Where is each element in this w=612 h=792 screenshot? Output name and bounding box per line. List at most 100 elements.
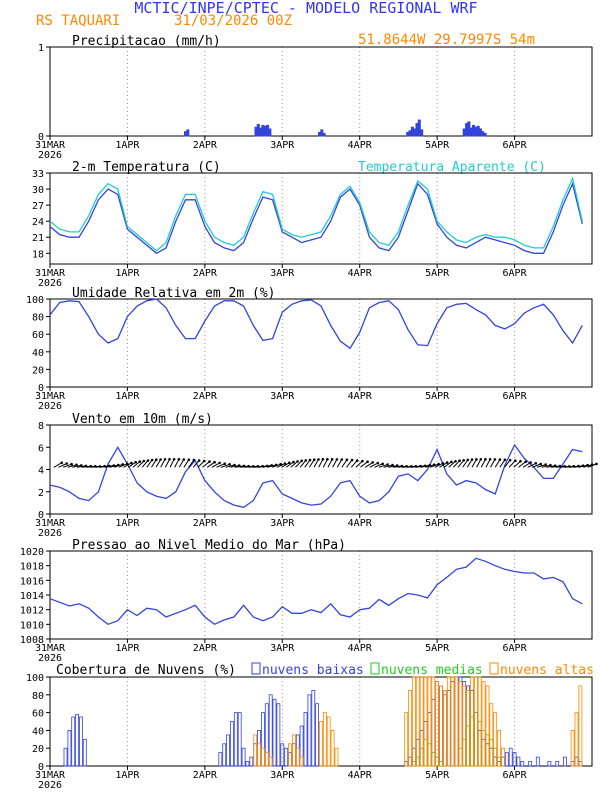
wind-barb-head	[168, 458, 171, 461]
bar-nuvens-baixas	[280, 743, 285, 767]
bar-nuvens-altas	[462, 685, 467, 767]
x-tick-label: 6APR	[503, 643, 528, 654]
bar-nuvens-medias	[462, 738, 467, 767]
x-tick-label: 3APR	[270, 391, 295, 402]
wind-barb	[67, 464, 77, 468]
wind-barb	[281, 462, 290, 468]
wind-barb	[216, 463, 225, 468]
bar-nuvens-altas	[481, 681, 486, 767]
wind-barb	[574, 465, 584, 468]
bar-nuvens-baixas	[67, 730, 72, 767]
wind-barb	[388, 465, 398, 468]
x-tick-label: 3APR	[270, 770, 295, 781]
wind-barb-head	[288, 461, 291, 465]
y-tick-label: 100	[26, 673, 44, 684]
bar-nuvens-baixas	[473, 712, 478, 767]
bar-nuvens-baixas	[497, 761, 502, 767]
series-line-temperatura-aparente	[49, 176, 583, 252]
wind-barb	[146, 459, 153, 468]
bar-precip	[186, 129, 190, 137]
bar-nuvens-baixas	[75, 714, 79, 767]
wind-barb	[127, 461, 136, 468]
wind-barb	[439, 462, 448, 468]
bar-nuvens-medias	[415, 756, 420, 767]
bar-nuvens-altas	[322, 712, 327, 767]
bar-nuvens-baixas	[71, 716, 76, 767]
wind-barb	[109, 464, 119, 468]
bar-precip	[481, 131, 485, 137]
plot-frame	[49, 424, 593, 515]
wind-barb	[220, 463, 230, 468]
bar-nuvens-altas	[268, 756, 273, 767]
x-tick-label: 3APR	[270, 268, 295, 279]
bar-nuvens-baixas	[299, 725, 304, 767]
x-tick-label: 6APR	[503, 140, 528, 151]
wind-barb-head	[466, 458, 470, 462]
temp-title: 2-m Temperatura (C)	[72, 160, 221, 175]
wind-barb	[476, 459, 482, 468]
wind-barb-head	[391, 463, 394, 467]
wind-barb	[151, 459, 157, 468]
bar-nuvens-medias	[431, 752, 436, 767]
wind-barb-head	[595, 462, 598, 466]
x-tick-label: 5APR	[425, 518, 450, 529]
x-tick-label: 6APR	[503, 518, 528, 529]
wind-barb	[429, 463, 439, 468]
wind-barb	[267, 464, 277, 468]
bar-nuvens-baixas	[233, 712, 238, 767]
wind-barb	[416, 465, 426, 468]
wind-barb-head	[475, 458, 478, 461]
bar-precip	[266, 124, 270, 137]
bar-nuvens-altas	[260, 747, 265, 767]
x-tick-label: 5APR	[425, 770, 450, 781]
wind-barb	[211, 462, 220, 468]
y-tick-label: 40	[32, 348, 44, 359]
bar-precip	[471, 124, 475, 137]
bar-nuvens-altas	[431, 676, 436, 767]
bar-nuvens-baixas	[249, 756, 254, 767]
bar-precip	[420, 129, 424, 137]
wind-barb	[262, 464, 272, 468]
y-tick-label: 1010	[20, 620, 44, 631]
legend-mid-swatch	[370, 662, 380, 675]
bar-nuvens-baixas	[288, 752, 292, 767]
x-tick-label: 5APR	[425, 391, 450, 402]
plot-frame	[49, 550, 593, 640]
x-tick-label: 2APR	[193, 268, 218, 279]
wind-barb-head	[326, 458, 329, 461]
wind-barb	[448, 460, 456, 468]
x-tick-label: 4APR	[348, 643, 373, 654]
wind-barb	[346, 459, 353, 468]
bar-precip	[483, 132, 487, 137]
bar-nuvens-baixas	[563, 756, 567, 767]
x-tick-label: 4APR	[348, 391, 373, 402]
bar-nuvens-medias	[439, 761, 443, 767]
wind-barb-head	[233, 463, 236, 467]
wind-barb-head	[203, 459, 206, 463]
wind-barb-head	[450, 460, 453, 464]
x-tick-label: 2APR	[193, 643, 218, 654]
x-year-label: 2026	[38, 278, 62, 289]
bar-nuvens-medias	[411, 761, 416, 767]
wind-barb-head	[529, 461, 532, 464]
wind-barb	[397, 465, 407, 468]
wind-barb	[202, 461, 210, 468]
wind-barb-head	[381, 462, 385, 466]
bar-precip	[408, 130, 412, 137]
plot-frame	[49, 172, 593, 265]
x-tick-label: 4APR	[348, 770, 373, 781]
bar-nuvens-altas	[257, 743, 262, 767]
x-tick-label: 31MAR	[35, 391, 66, 402]
wind-barb-head	[65, 462, 68, 465]
bar-precip	[261, 124, 265, 137]
bar-nuvens-baixas	[520, 761, 525, 767]
bar-nuvens-baixas	[450, 681, 455, 767]
bar-nuvens-altas	[408, 690, 412, 767]
x-tick-label: 5APR	[425, 140, 450, 151]
wind-barb	[518, 461, 526, 468]
wind-barb-head	[304, 459, 308, 462]
bar-nuvens-baixas	[470, 690, 474, 767]
wind-barb-head	[470, 458, 474, 461]
bar-nuvens-altas	[411, 676, 416, 767]
bar-nuvens-altas	[477, 676, 482, 767]
